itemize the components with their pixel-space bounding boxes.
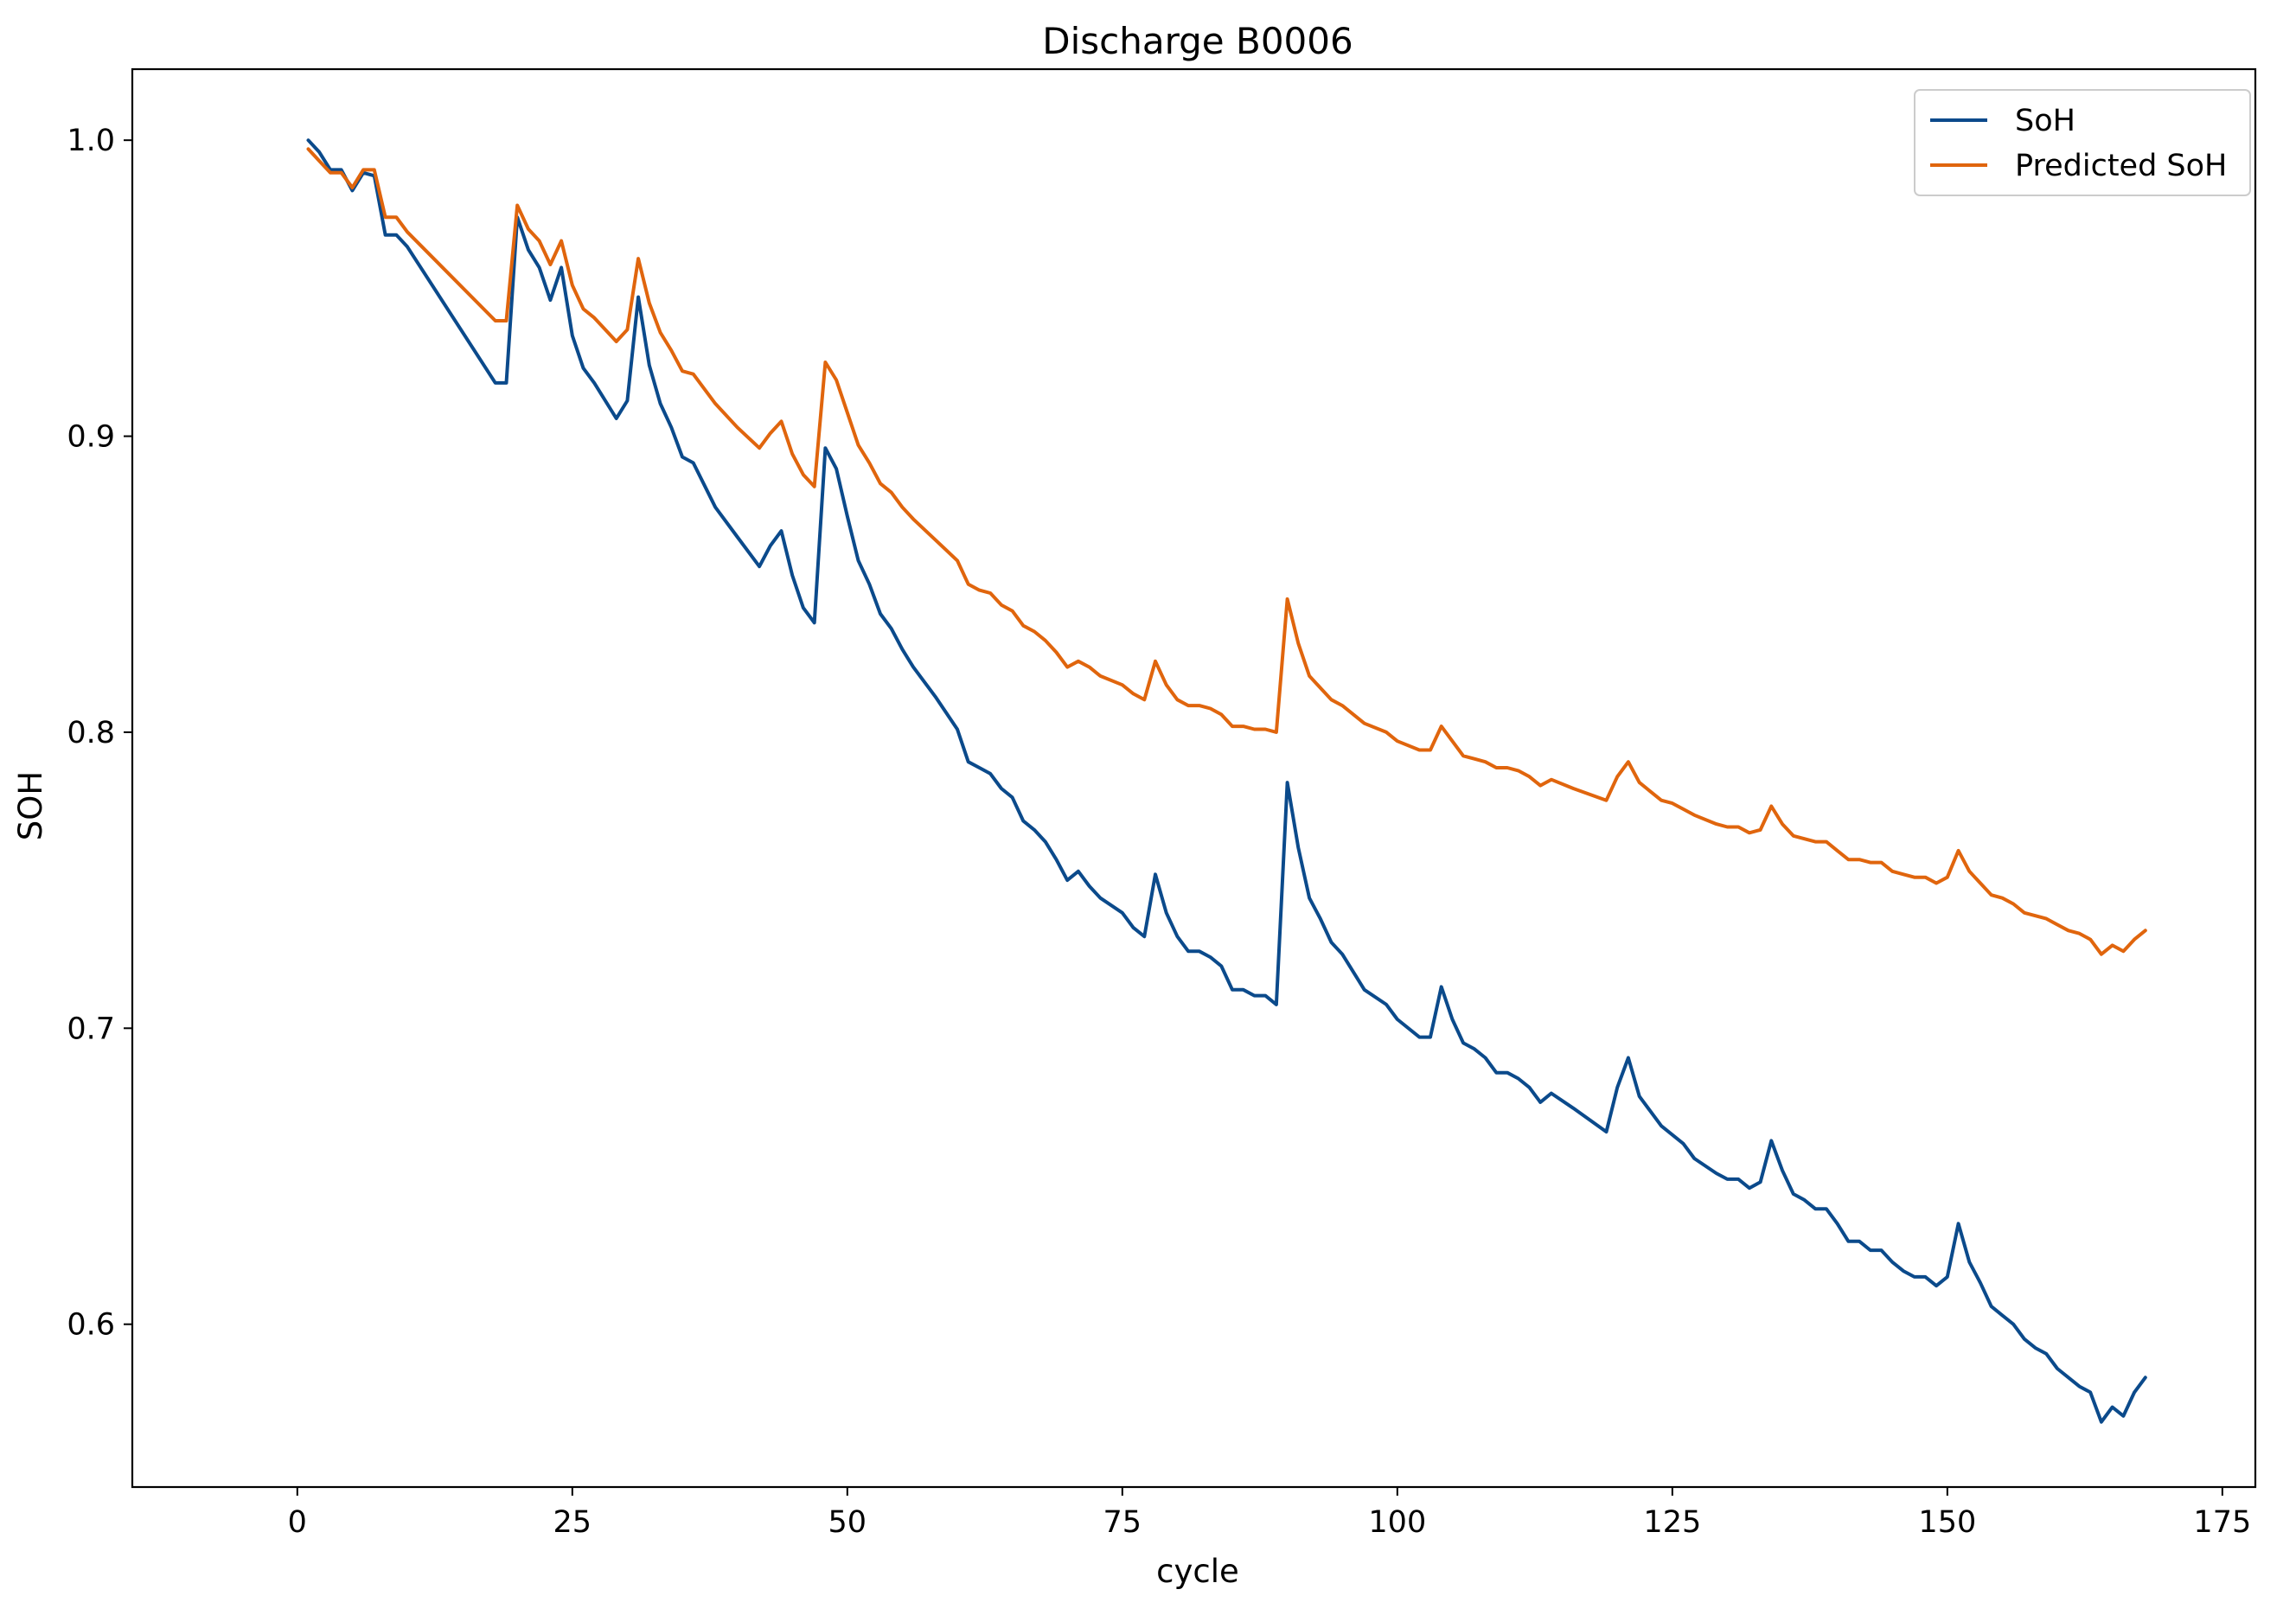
series-lines bbox=[306, 138, 2147, 1424]
x-axis-label: cycle bbox=[1156, 1553, 1239, 1590]
x-tick-label: 150 bbox=[1918, 1505, 1976, 1540]
chart-title: Discharge B0006 bbox=[1042, 20, 1353, 62]
x-tick-label: 175 bbox=[2193, 1505, 2251, 1540]
y-axis-label: SOH bbox=[12, 771, 49, 840]
x-tick-label: 50 bbox=[828, 1505, 867, 1540]
x-tick-label: 125 bbox=[1643, 1505, 1701, 1540]
series-line-soh bbox=[306, 138, 2147, 1424]
legend-label-soh: SoH bbox=[2015, 104, 2075, 138]
x-tick-label: 100 bbox=[1368, 1505, 1426, 1540]
y-tick-label: 0.9 bbox=[67, 420, 115, 455]
plot-frame bbox=[131, 67, 2257, 1489]
series-line-predicted-soh bbox=[306, 147, 2147, 956]
y-tick-label: 0.6 bbox=[67, 1308, 115, 1343]
y-tick-label: 0.8 bbox=[67, 716, 115, 750]
legend-box bbox=[1914, 89, 2251, 196]
legend: SoH Predicted SoH bbox=[1914, 89, 2251, 196]
y-axis-ticks: 0.6 0.7 0.8 0.9 1.0 bbox=[67, 124, 132, 1343]
y-tick-label: 1.0 bbox=[67, 124, 115, 158]
x-tick-label: 25 bbox=[553, 1505, 592, 1540]
y-tick-label: 0.7 bbox=[67, 1012, 115, 1046]
legend-label-predicted-soh: Predicted SoH bbox=[2015, 149, 2227, 183]
x-axis-ticks: 0 25 50 75 100 125 150 175 bbox=[288, 1487, 2251, 1540]
x-tick-label: 75 bbox=[1103, 1505, 1142, 1540]
x-tick-label: 0 bbox=[288, 1505, 307, 1540]
